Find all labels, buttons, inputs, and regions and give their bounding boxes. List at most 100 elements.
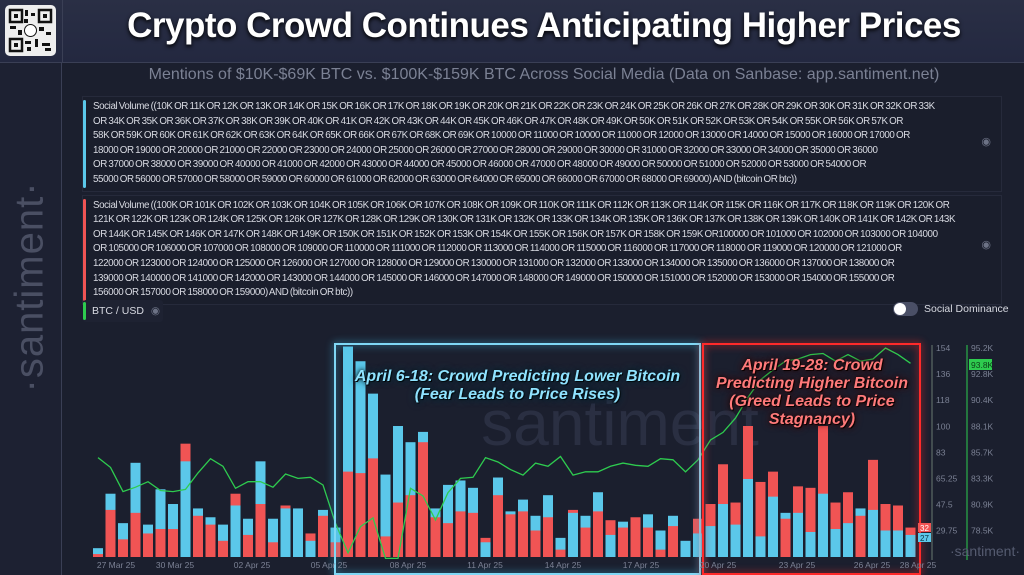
current-price-badge	[969, 359, 992, 370]
red-bar	[368, 458, 378, 557]
red-bar	[643, 527, 653, 557]
social-dominance-toggle[interactable]	[893, 302, 918, 316]
blue-bar	[555, 537, 566, 557]
blue-bar	[568, 512, 578, 557]
x-axis-tick: 27 Mar 25	[97, 560, 136, 570]
blue-bar	[743, 478, 753, 557]
x-axis-tick: 20 Apr 25	[700, 560, 737, 570]
x-axis-tick: 02 Apr 25	[234, 560, 271, 570]
red-bar	[868, 459, 878, 557]
chart-watermark-corner: ·santiment·	[950, 543, 1020, 559]
blue-bar	[793, 512, 803, 557]
divider	[0, 62, 1024, 63]
red-bar	[105, 509, 116, 557]
right-axis-tick: 80.9K	[971, 500, 994, 510]
red-bar	[505, 514, 516, 557]
query-text-line: Social Volume ((10K OR 11K OR 12K OR 13K…	[93, 101, 935, 112]
blue-bar	[655, 530, 666, 557]
red-bar	[855, 515, 866, 557]
query-text-line: 139000 OR 140000 OR 141000 OR 142000 OR …	[93, 272, 895, 284]
left-axis-tick: 29.75	[936, 526, 958, 536]
blue-bar	[443, 484, 453, 557]
left-axis-tick: 83	[936, 447, 946, 457]
eye-icon[interactable]: ◉	[981, 238, 991, 251]
x-axis-tick: 17 Apr 25	[623, 560, 660, 570]
blue-bar	[180, 461, 191, 557]
blue-bar	[305, 540, 316, 557]
blue-bar	[730, 524, 741, 557]
x-axis-tick: 30 Mar 25	[156, 560, 195, 570]
blue-bar	[718, 504, 728, 557]
left-axis-tick: 100	[936, 421, 950, 431]
annotation-greed: April 19-28: Crowd Predicting Higher Bit…	[715, 357, 908, 428]
blue-bar	[218, 524, 228, 557]
right-axis-tick: 85.7K	[971, 447, 994, 457]
red-bar	[193, 515, 203, 557]
btc-usd-metric-pill[interactable]: BTC / USD ◉	[83, 300, 163, 322]
right-axis-tick: 95.2K	[971, 343, 994, 353]
left-axis-tick: 47.5	[936, 500, 953, 510]
blue-bar	[755, 536, 766, 557]
blue-bar	[905, 534, 916, 557]
x-axis-tick: 26 Apr 25	[854, 560, 891, 570]
metric-color-bar	[83, 198, 86, 301]
red-bar	[518, 511, 528, 557]
blue-bar	[830, 529, 841, 557]
red-bar	[243, 534, 253, 557]
btc-price-line	[97, 347, 911, 560]
query-text-line: 156000 OR 157000 OR 158000 OR 159000) AN…	[93, 287, 353, 299]
x-axis-tick: 11 Apr 25	[467, 560, 503, 570]
red-bar	[255, 504, 266, 557]
qr-code-icon	[5, 5, 56, 56]
red-bar	[630, 517, 641, 557]
x-axis-tick: 14 Apr 25	[545, 560, 582, 570]
blue-bar	[805, 531, 816, 557]
red-bar	[805, 487, 816, 557]
red-bar	[93, 554, 103, 557]
blue-bar	[293, 508, 303, 557]
annotation-fear: April 6-18: Crowd Predicting Lower Bitco…	[354, 368, 681, 403]
btc-usd-label: BTC / USD	[92, 305, 144, 317]
right-axis-tick: 88.1K	[971, 421, 994, 431]
blue-bar	[693, 533, 703, 557]
x-axis-tick: 08 Apr 25	[390, 560, 427, 570]
red-bar	[118, 539, 128, 557]
red-bar	[593, 511, 603, 557]
red-bar	[543, 517, 553, 557]
red-bar	[493, 495, 503, 557]
metric-query-low-price[interactable]: Social Volume ((10K OR 11K OR 12K OR 13K…	[82, 96, 1002, 192]
x-axis-tick: 05 Apr 25	[311, 560, 348, 570]
left-axis-tick: 118	[936, 395, 950, 405]
sidebar	[0, 62, 62, 575]
eye-icon[interactable]: ◉	[150, 305, 161, 317]
red-bar	[155, 529, 166, 557]
eye-icon[interactable]: ◉	[981, 136, 991, 148]
right-axis-tick: 83.3K	[971, 474, 994, 484]
query-text-line: OR 144K OR 145K OR 146K OR 147K OR 148K …	[93, 228, 938, 240]
query-text-line: 121K OR 122K OR 123K OR 124K OR 125K OR …	[93, 214, 956, 226]
blue-bar	[393, 426, 403, 557]
red-bar	[443, 523, 453, 557]
right-axis-tick: 78.5K	[971, 526, 994, 536]
left-axis-tick: 154	[936, 343, 950, 353]
red-bar	[555, 549, 566, 557]
blue-bar	[818, 493, 828, 557]
metric-color-bar	[83, 100, 86, 188]
red-bar	[430, 517, 441, 557]
metric-query-high-price[interactable]: Social Volume ((100K OR 101K OR 102K OR …	[82, 194, 1002, 305]
current-price-label: 93.8K	[971, 360, 994, 370]
red-bar	[205, 524, 216, 557]
red-bar	[268, 542, 278, 557]
header-bar	[0, 0, 1024, 62]
blue-highlight-box	[334, 343, 701, 575]
last-red-value: 32	[920, 524, 929, 533]
query-text-line: OR 34K OR 35K OR 36K OR 37K OR 38K OR 39…	[93, 115, 903, 127]
blue-bar	[268, 518, 278, 557]
blue-bar	[893, 530, 903, 557]
social-dominance-label: Social Dominance	[924, 303, 1009, 315]
query-text-line: OR 105000 OR 106000 OR 107000 OR 108000 …	[93, 243, 902, 255]
metric-queries: Social Volume ((10K OR 11K OR 12K OR 13K…	[82, 96, 1002, 305]
blue-bar	[93, 548, 103, 557]
chart-watermark: santiment	[481, 387, 759, 459]
red-bar	[355, 473, 366, 557]
